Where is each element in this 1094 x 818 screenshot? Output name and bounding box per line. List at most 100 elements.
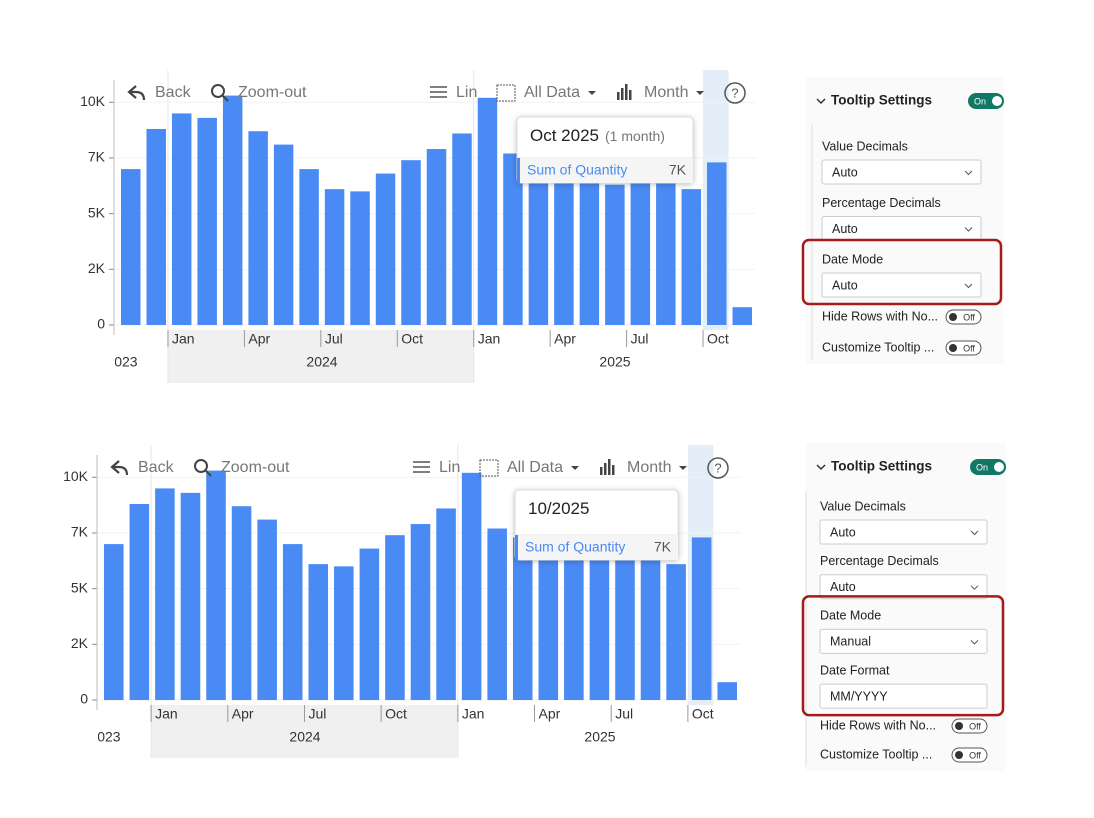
back-button[interactable]: Back bbox=[155, 84, 192, 101]
bar bbox=[528, 162, 549, 325]
y-tick-label: 10K bbox=[80, 93, 106, 109]
tooltip-series: Sum of Quantity bbox=[525, 539, 625, 555]
settings-panel: Tooltip Settings On Value Decimals Auto Perc… bbox=[801, 77, 1004, 364]
chevron bbox=[816, 464, 826, 471]
panel-title: Tooltip Settings bbox=[831, 459, 932, 474]
help-label: ? bbox=[714, 460, 721, 475]
tooltip-row bbox=[515, 535, 678, 560]
zoom-icon bbox=[211, 84, 225, 98]
toggle-knob bbox=[949, 313, 957, 321]
zoom-out-button[interactable]: Zoom-out bbox=[238, 84, 307, 101]
month-button[interactable]: Month bbox=[627, 459, 671, 476]
bar bbox=[257, 519, 277, 700]
bar bbox=[503, 153, 523, 325]
x-tick-label: Jan bbox=[172, 331, 195, 347]
bars-icon bbox=[621, 88, 624, 100]
y-tick-label: 0 bbox=[80, 691, 88, 707]
all-data-button[interactable]: All Data bbox=[507, 459, 563, 476]
year-label: 2025 bbox=[599, 354, 630, 370]
tooltip-swatch bbox=[517, 158, 520, 183]
dropdown[interactable] bbox=[821, 272, 982, 298]
switch-label: Customize Tooltip ... bbox=[822, 340, 934, 354]
x-tick-label: Jan bbox=[155, 706, 178, 722]
back-button[interactable]: Back bbox=[138, 459, 175, 476]
zoom-out-button[interactable]: Zoom-out bbox=[221, 459, 290, 476]
bar bbox=[605, 184, 625, 325]
toolbar: Back Zoom-out Lin All Data Month? bbox=[127, 82, 746, 104]
year-label: 2024 bbox=[289, 729, 320, 745]
x-tick-label: Oct bbox=[692, 706, 714, 722]
year-label: 2023 bbox=[89, 729, 120, 745]
year-label: 2025 bbox=[584, 729, 615, 745]
field-label: Date Format bbox=[820, 663, 890, 677]
toggle-knob bbox=[955, 751, 963, 759]
field-value: Auto bbox=[832, 278, 858, 292]
field-value: Manual bbox=[830, 635, 871, 649]
highlight-box bbox=[801, 238, 1003, 306]
tooltip-title-text: Oct 2025 bbox=[530, 126, 599, 145]
bar bbox=[461, 472, 482, 700]
field-label: Percentage Decimals bbox=[820, 554, 939, 568]
caret bbox=[588, 91, 596, 95]
line-button[interactable]: Lin bbox=[439, 459, 460, 476]
settings-panel: Tooltip Settings On Value Decimals Auto Perc… bbox=[801, 443, 1006, 771]
bar bbox=[691, 537, 712, 700]
help-icon[interactable] bbox=[724, 82, 746, 104]
back-icon bbox=[127, 85, 146, 101]
tooltip-title: 10/2025 bbox=[528, 499, 589, 518]
field-value: Auto bbox=[832, 165, 858, 179]
help-icon[interactable] bbox=[707, 457, 729, 479]
bar bbox=[707, 162, 727, 325]
bars-icon bbox=[604, 463, 607, 475]
x-tick-label: Apr bbox=[248, 331, 270, 347]
dropdown[interactable] bbox=[819, 628, 988, 654]
bar bbox=[129, 504, 150, 700]
back-icon bbox=[110, 460, 129, 476]
all-data-button[interactable]: All Data bbox=[524, 84, 580, 101]
x-tick-label: Oct bbox=[401, 331, 423, 347]
dropdown-chevron bbox=[970, 640, 979, 645]
bar bbox=[512, 537, 533, 700]
dropdown-chevron bbox=[964, 283, 973, 289]
bar bbox=[121, 169, 141, 325]
field-label: Value Decimals bbox=[820, 499, 906, 513]
line-button[interactable]: Lin bbox=[456, 84, 477, 101]
bar bbox=[197, 117, 217, 325]
text-input[interactable] bbox=[819, 683, 988, 709]
tooltip-value: 7K bbox=[669, 162, 687, 178]
tooltip-value: 7K bbox=[654, 539, 672, 555]
caret bbox=[679, 466, 687, 470]
calendar-icon bbox=[496, 84, 516, 102]
toggle-label: On bbox=[976, 462, 988, 472]
field-label: Percentage Decimals bbox=[822, 196, 941, 210]
tooltip-series: Sum of Quantity bbox=[527, 162, 627, 178]
year-label: 2023 bbox=[106, 354, 137, 370]
x-tick-label: Jan bbox=[462, 706, 485, 722]
zoom-icon bbox=[194, 459, 208, 473]
bar bbox=[732, 307, 752, 325]
bar bbox=[171, 113, 192, 325]
bar bbox=[477, 97, 498, 326]
y-tick-label: 2K bbox=[88, 260, 106, 276]
toggle-label: Off bbox=[963, 312, 975, 322]
month-button[interactable]: Month bbox=[644, 84, 688, 101]
toggle-knob bbox=[949, 344, 957, 352]
x-tick-label: Apr bbox=[232, 706, 254, 722]
bar bbox=[248, 131, 268, 325]
dropdown[interactable] bbox=[821, 159, 982, 185]
bars-icon bbox=[625, 84, 628, 100]
switch-label: Hide Rows with No... bbox=[822, 309, 938, 323]
toggle-knob bbox=[955, 722, 963, 730]
bar bbox=[273, 144, 294, 325]
bar bbox=[681, 189, 702, 325]
dropdown[interactable] bbox=[819, 574, 988, 600]
field-value: MM/YYYY bbox=[830, 689, 888, 703]
bar bbox=[385, 535, 405, 700]
y-tick-label: 5K bbox=[88, 204, 106, 220]
zoom-icon bbox=[221, 94, 229, 102]
toggle-knob bbox=[992, 96, 1002, 106]
dropdown[interactable] bbox=[819, 519, 988, 545]
switch-label: Customize Tooltip ... bbox=[820, 747, 932, 761]
